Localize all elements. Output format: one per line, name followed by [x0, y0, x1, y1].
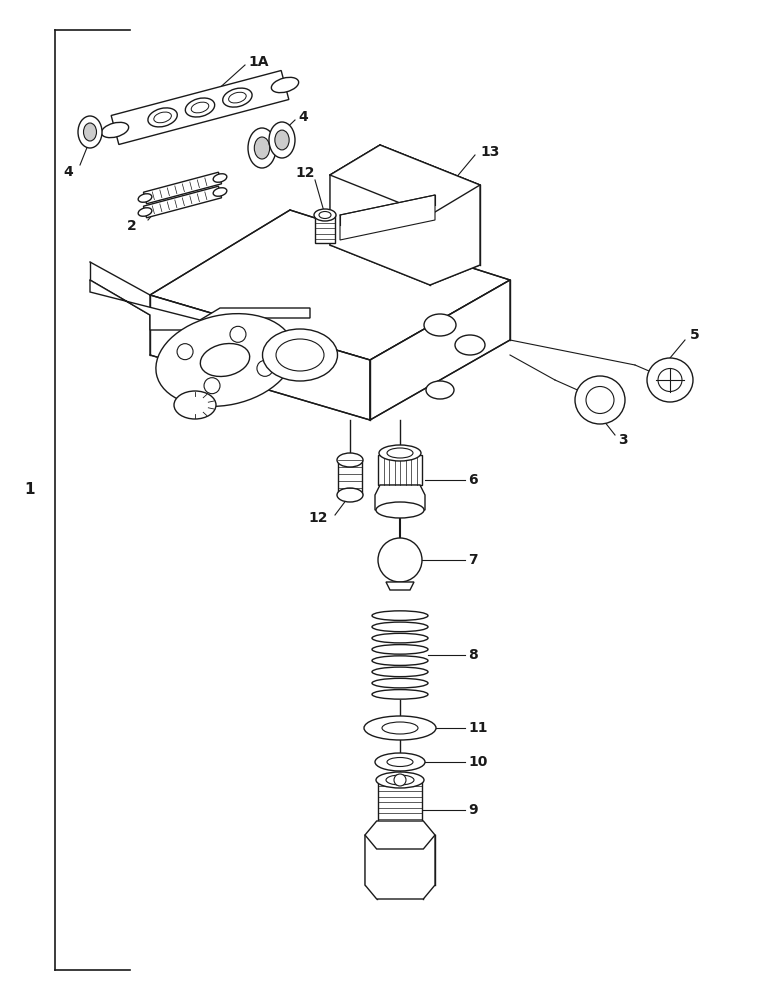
Ellipse shape [192, 102, 209, 113]
Ellipse shape [382, 722, 418, 734]
Bar [315, 215, 335, 243]
Bar [378, 455, 422, 485]
Text: 7: 7 [468, 553, 477, 567]
Text: 4: 4 [298, 110, 308, 124]
Ellipse shape [248, 128, 276, 168]
Ellipse shape [229, 92, 246, 103]
Ellipse shape [375, 753, 425, 771]
Ellipse shape [372, 611, 428, 620]
Ellipse shape [372, 633, 428, 643]
Text: 8: 8 [468, 648, 478, 662]
Ellipse shape [387, 758, 413, 766]
Text: 13: 13 [480, 145, 499, 159]
Ellipse shape [201, 344, 250, 376]
Text: 6: 6 [468, 473, 477, 487]
Polygon shape [330, 145, 480, 285]
Ellipse shape [386, 775, 414, 785]
Ellipse shape [647, 358, 693, 402]
Ellipse shape [269, 122, 295, 158]
Polygon shape [150, 295, 370, 420]
Text: 3: 3 [618, 433, 628, 447]
Ellipse shape [174, 391, 216, 419]
Polygon shape [144, 172, 222, 204]
Circle shape [394, 774, 406, 786]
Text: 1A: 1A [248, 55, 268, 69]
Ellipse shape [213, 174, 226, 182]
Text: 1: 1 [25, 483, 35, 497]
Ellipse shape [275, 130, 289, 150]
Polygon shape [365, 835, 435, 899]
Text: 12: 12 [309, 511, 328, 525]
Bar [338, 460, 362, 495]
Ellipse shape [372, 678, 428, 688]
Ellipse shape [337, 488, 363, 502]
Ellipse shape [138, 194, 152, 202]
Ellipse shape [271, 77, 299, 93]
Polygon shape [150, 210, 510, 360]
Polygon shape [375, 485, 425, 510]
Circle shape [204, 378, 220, 394]
Ellipse shape [262, 329, 337, 381]
Text: 11: 11 [468, 721, 487, 735]
Ellipse shape [185, 98, 214, 117]
Polygon shape [340, 195, 435, 240]
Ellipse shape [154, 112, 172, 123]
Ellipse shape [78, 116, 102, 148]
Text: 2: 2 [127, 219, 137, 233]
Ellipse shape [101, 122, 128, 138]
Ellipse shape [314, 209, 336, 221]
Polygon shape [90, 280, 310, 330]
Ellipse shape [387, 448, 413, 458]
Ellipse shape [586, 386, 614, 414]
Ellipse shape [424, 314, 456, 336]
Circle shape [177, 344, 193, 360]
Polygon shape [370, 280, 510, 420]
Bar [378, 780, 422, 835]
Ellipse shape [575, 376, 625, 424]
Ellipse shape [372, 656, 428, 665]
Ellipse shape [372, 622, 428, 632]
Circle shape [257, 360, 273, 376]
Ellipse shape [372, 667, 428, 677]
Circle shape [378, 538, 422, 582]
Circle shape [230, 326, 246, 342]
Ellipse shape [255, 137, 270, 159]
Ellipse shape [223, 88, 252, 107]
Ellipse shape [455, 335, 485, 355]
Polygon shape [330, 145, 480, 215]
Ellipse shape [84, 123, 97, 141]
Ellipse shape [372, 645, 428, 654]
Ellipse shape [156, 314, 294, 406]
Ellipse shape [379, 445, 421, 461]
Ellipse shape [376, 502, 424, 518]
Polygon shape [144, 186, 222, 218]
Text: 12: 12 [295, 166, 315, 180]
Ellipse shape [372, 690, 428, 699]
Text: 4: 4 [63, 165, 73, 179]
Polygon shape [365, 821, 435, 849]
Ellipse shape [213, 188, 226, 196]
Ellipse shape [276, 339, 324, 371]
Text: 5: 5 [690, 328, 700, 342]
Ellipse shape [658, 368, 682, 391]
Ellipse shape [319, 212, 331, 219]
Ellipse shape [426, 381, 454, 399]
Polygon shape [386, 582, 414, 590]
Ellipse shape [376, 772, 424, 788]
Polygon shape [111, 70, 289, 145]
Ellipse shape [337, 453, 363, 467]
Ellipse shape [148, 108, 177, 127]
Text: 10: 10 [468, 755, 487, 769]
Text: 9: 9 [468, 803, 477, 817]
Ellipse shape [138, 208, 152, 216]
Ellipse shape [364, 716, 436, 740]
